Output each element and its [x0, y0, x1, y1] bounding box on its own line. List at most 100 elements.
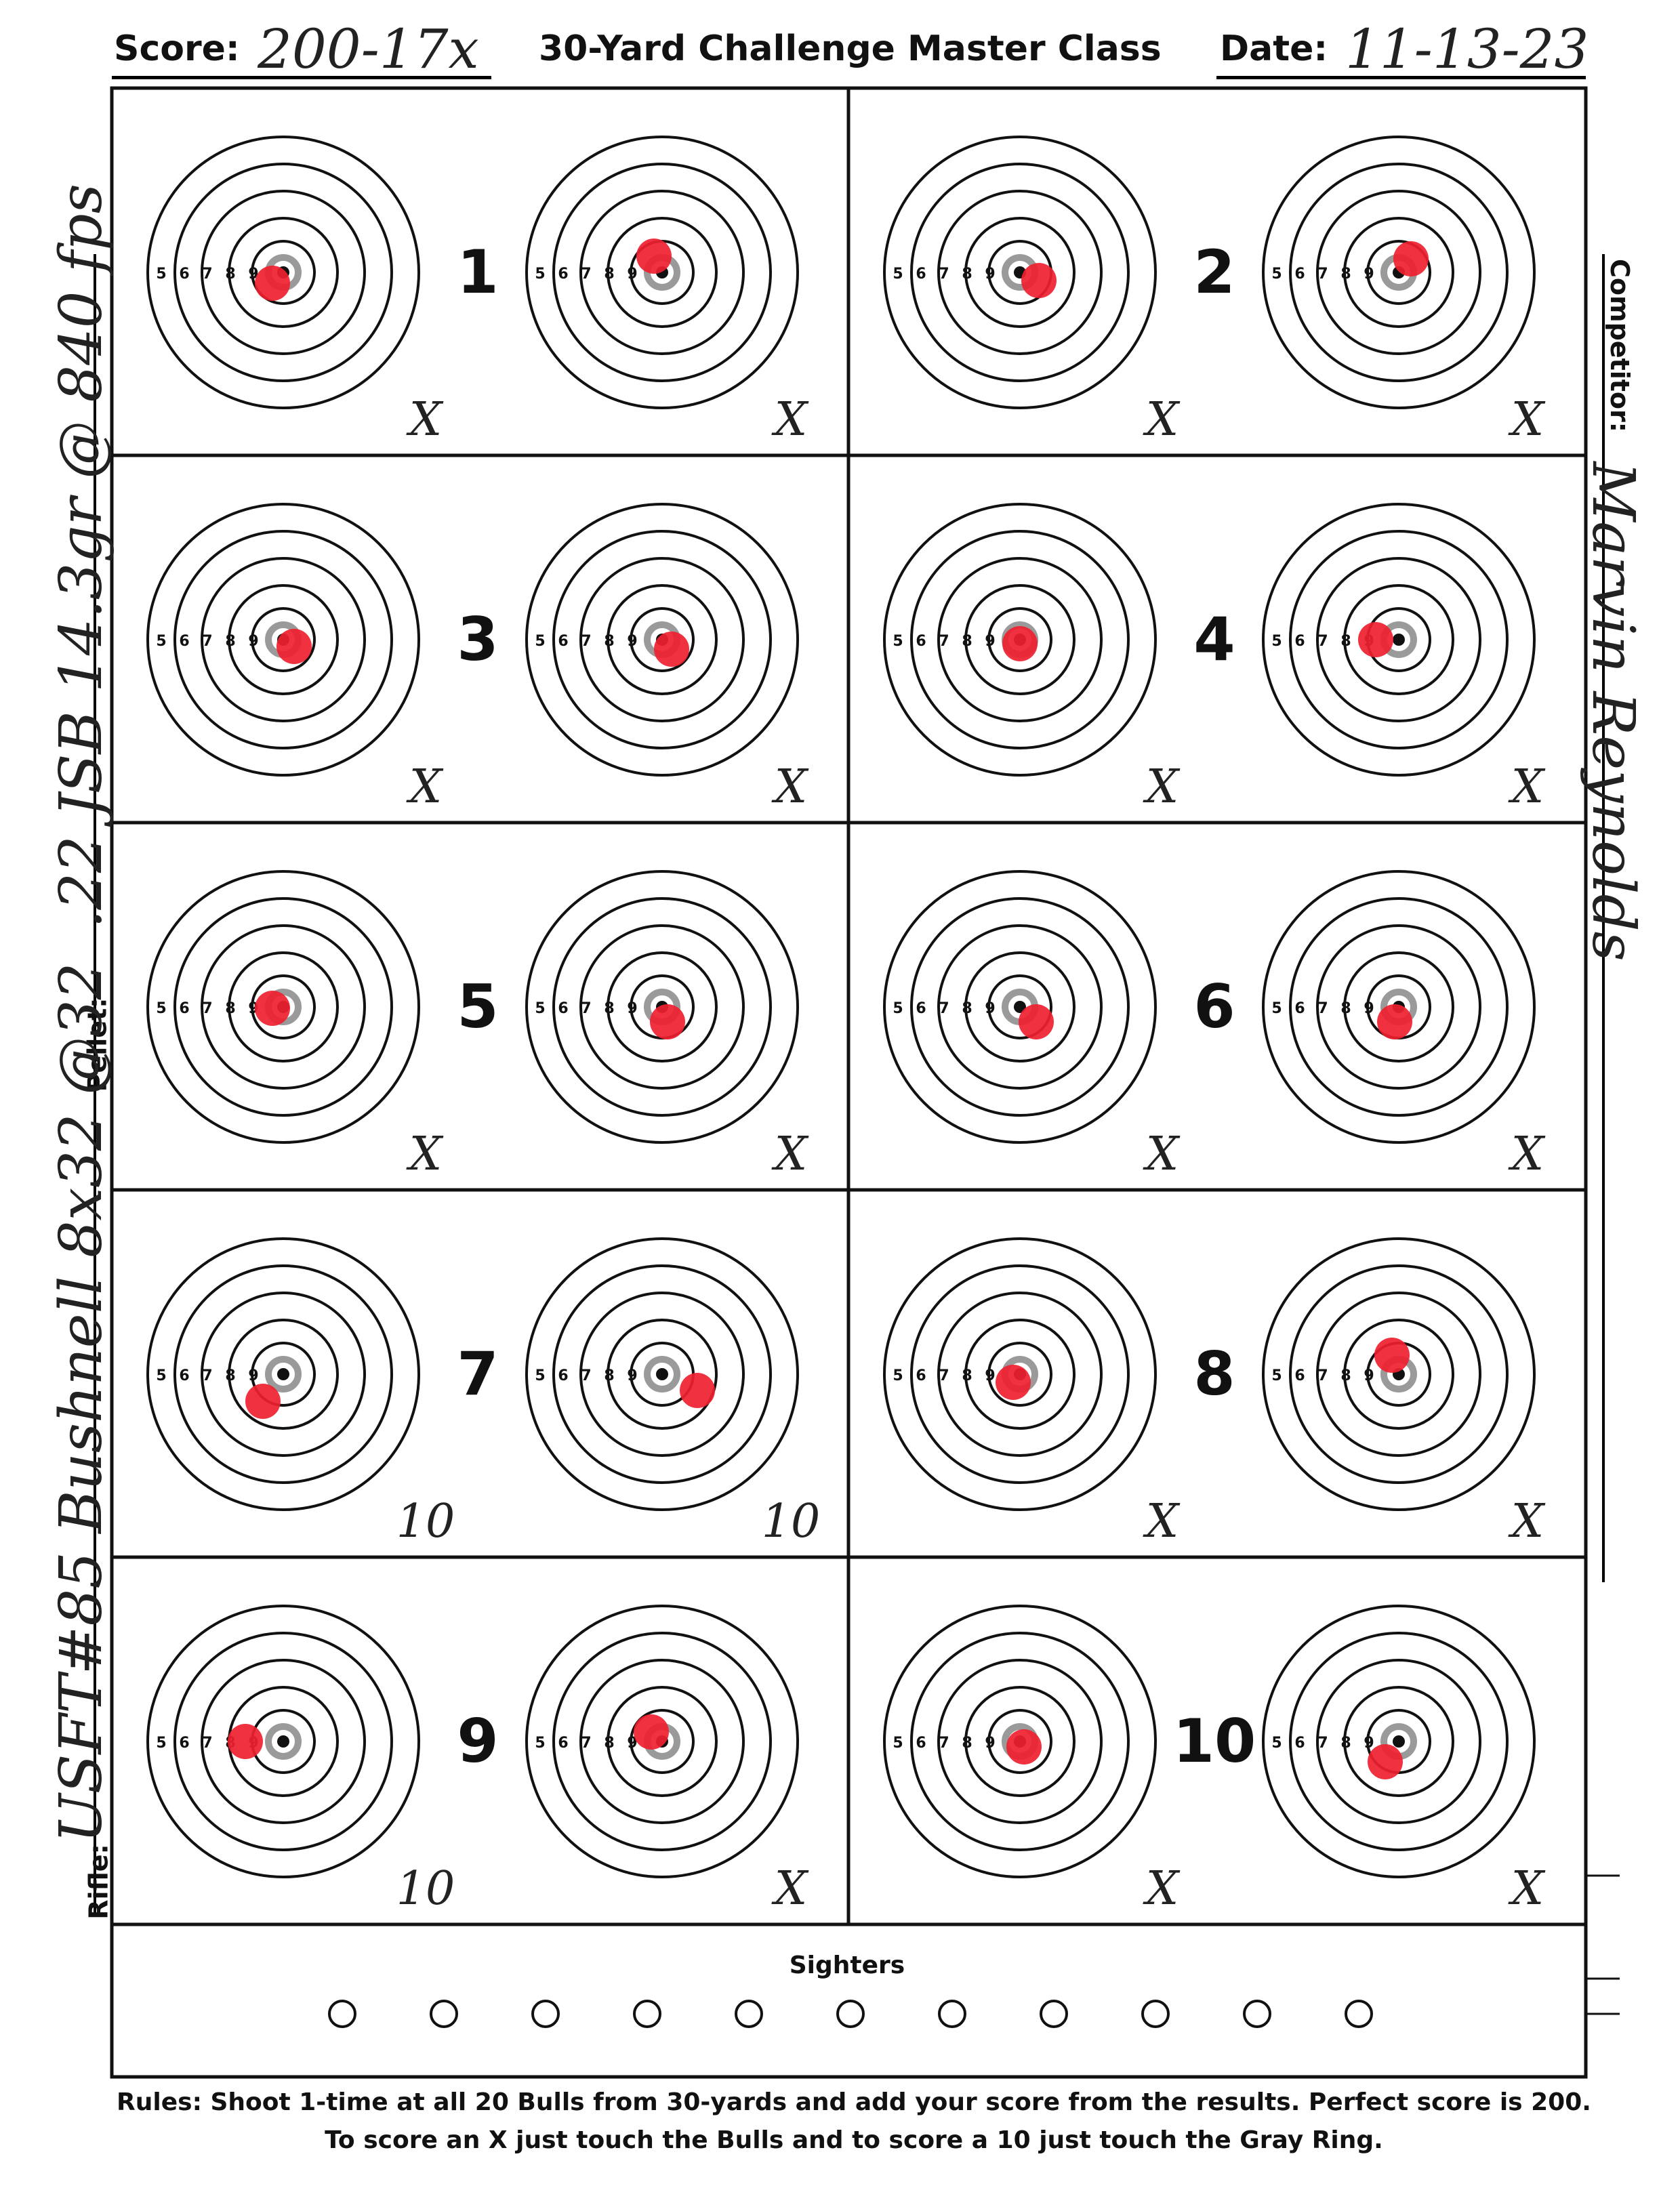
scoring-ring — [146, 1237, 420, 1511]
pellet-hit — [1006, 1729, 1042, 1764]
left-margin-line — [94, 254, 96, 1914]
score-underline — [112, 76, 491, 79]
scoring-ring — [201, 557, 366, 722]
ring-number-label: 6 — [1294, 1367, 1305, 1384]
ring-number-label: 5 — [1271, 1735, 1282, 1752]
ring-number-label: 9 — [985, 633, 995, 650]
ring-number-label: 8 — [962, 633, 972, 650]
scoring-ring — [173, 1264, 393, 1484]
ring-number-label: 7 — [581, 1000, 591, 1017]
ring-number-label: 9 — [248, 1367, 258, 1384]
ring-number-label: 6 — [1294, 633, 1305, 650]
sighter-circle — [430, 2000, 458, 2028]
ring-number-label: 8 — [225, 1000, 235, 1017]
pellet-hit — [654, 632, 689, 667]
ring-number-label: 9 — [985, 266, 995, 283]
scoring-ring — [579, 557, 745, 722]
scoring-ring — [525, 1237, 799, 1511]
sighter-circle — [1141, 2000, 1170, 2028]
scoring-ring — [987, 607, 1052, 672]
scoring-ring — [964, 584, 1075, 695]
scoring-ring — [1316, 1659, 1481, 1824]
scoring-ring — [883, 136, 1157, 409]
scoring-ring — [607, 951, 718, 1062]
scoring-ring — [251, 1342, 316, 1407]
bull-center — [1014, 1001, 1026, 1013]
pellet-hit — [1358, 622, 1393, 657]
date-value: 11-13-23 — [1345, 18, 1589, 81]
right-score: X — [1508, 1495, 1546, 1548]
bull-center — [656, 1368, 668, 1380]
pellet-hit — [1021, 263, 1057, 298]
ring-number-label: 6 — [916, 1367, 926, 1384]
left-score: X — [406, 760, 444, 814]
bull-number: 3 — [457, 604, 498, 674]
pellet-hit — [680, 1373, 715, 1408]
pellet-hit — [276, 629, 312, 664]
ring-number-label: 6 — [179, 1000, 189, 1017]
scoring-ring — [607, 584, 718, 695]
bull-number: 9 — [457, 1706, 498, 1776]
bull-number: 10 — [1173, 1706, 1256, 1776]
ring-number-label: 5 — [893, 1000, 903, 1017]
competitor-handwriting: Marvin Reynolds — [1579, 461, 1647, 962]
ring-number-label: 8 — [962, 1735, 972, 1752]
ring-number-label: 9 — [1364, 1367, 1374, 1384]
ring-number-label: 7 — [1317, 1000, 1328, 1017]
page-title: 30-Yard Challenge Master Class — [539, 28, 1162, 69]
scoring-ring — [251, 607, 316, 672]
ring-number-label: 7 — [939, 1367, 949, 1384]
ring-number-label: 6 — [916, 1000, 926, 1017]
ring-number-label: 5 — [1271, 1000, 1282, 1017]
left-score: X — [406, 393, 444, 447]
pellet-handwriting: .22 JSB 14.3gr @ 840 fps — [47, 184, 115, 928]
ring-number-label: 5 — [156, 633, 166, 650]
scoring-ring — [883, 503, 1157, 777]
rifle-handwriting: USFT#85 Bushnell 8x32 @32 — [47, 962, 115, 1843]
ring-number-label: 6 — [558, 1735, 568, 1752]
bull-number: 7 — [457, 1339, 498, 1409]
pellet-hit — [245, 1384, 281, 1419]
right-score: X — [1508, 760, 1546, 814]
bull-number: 6 — [1193, 972, 1235, 1041]
ring-number-label: 5 — [535, 266, 545, 283]
scoring-ring — [883, 870, 1157, 1144]
ring-number-label: 9 — [627, 1000, 637, 1017]
ring-number-label: 6 — [179, 1735, 189, 1752]
scoring-ring — [146, 870, 420, 1144]
ring-number-label: 9 — [1364, 266, 1374, 283]
right-score: X — [1508, 1128, 1546, 1181]
ring-number-label: 8 — [962, 266, 972, 283]
scoring-ring — [251, 974, 316, 1039]
scoring-ring — [883, 1237, 1157, 1511]
scoring-ring — [552, 1632, 772, 1851]
scoring-ring — [251, 240, 316, 305]
sighter-circle — [328, 2000, 356, 2028]
scoring-ring — [228, 217, 339, 328]
ring-number-label: 6 — [558, 266, 568, 283]
scoring-ring — [173, 530, 393, 749]
scoring-ring — [910, 530, 1130, 749]
right-score: X — [771, 1128, 809, 1181]
scoring-ring — [937, 190, 1103, 355]
scoring-ring — [552, 897, 772, 1117]
ring-number-label: 9 — [248, 633, 258, 650]
bull-number: 1 — [457, 237, 498, 307]
gray-ring — [265, 1356, 302, 1392]
ring-number-label: 6 — [179, 633, 189, 650]
ring-number-label: 5 — [156, 1367, 166, 1384]
scoring-ring — [1366, 240, 1431, 305]
bull-number: 8 — [1193, 1339, 1235, 1409]
rules-line-1: Rules: Shoot 1-time at all 20 Bulls from… — [117, 2088, 1591, 2116]
bull-number: 2 — [1193, 237, 1235, 307]
scoring-ring — [1289, 163, 1509, 382]
ring-number-label: 9 — [627, 633, 637, 650]
